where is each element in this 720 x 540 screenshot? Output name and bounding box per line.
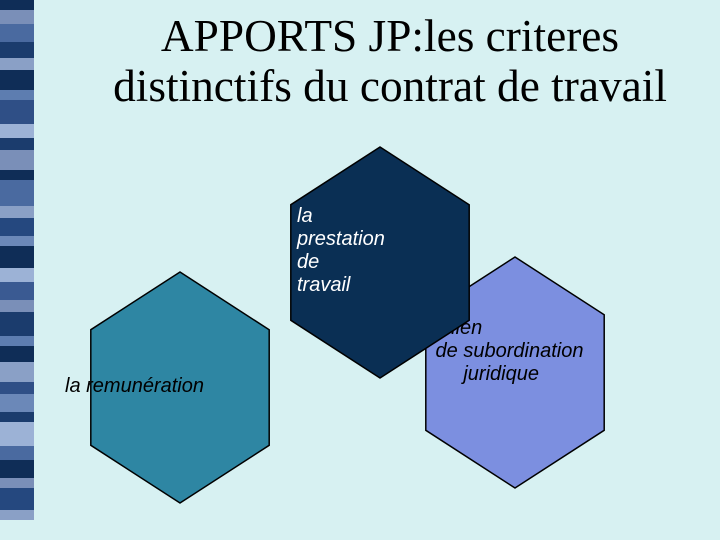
slide: APPORTS JP:les criteres distinctifs du c… bbox=[0, 0, 720, 540]
title-line-1: APPORTS JP:les criteres bbox=[161, 11, 619, 61]
slide-title: APPORTS JP:les criteres distinctifs du c… bbox=[90, 12, 690, 112]
hexagon-center: la prestation de travail bbox=[275, 145, 485, 380]
decorative-stripe-bar bbox=[0, 0, 34, 540]
hexagon-left-label: la remunération bbox=[65, 375, 204, 398]
hexagon-center-label: la prestation de travail bbox=[297, 205, 385, 297]
title-line-2: distinctifs du contrat de travail bbox=[113, 61, 667, 111]
hexagon-left: la remunération bbox=[75, 270, 285, 505]
